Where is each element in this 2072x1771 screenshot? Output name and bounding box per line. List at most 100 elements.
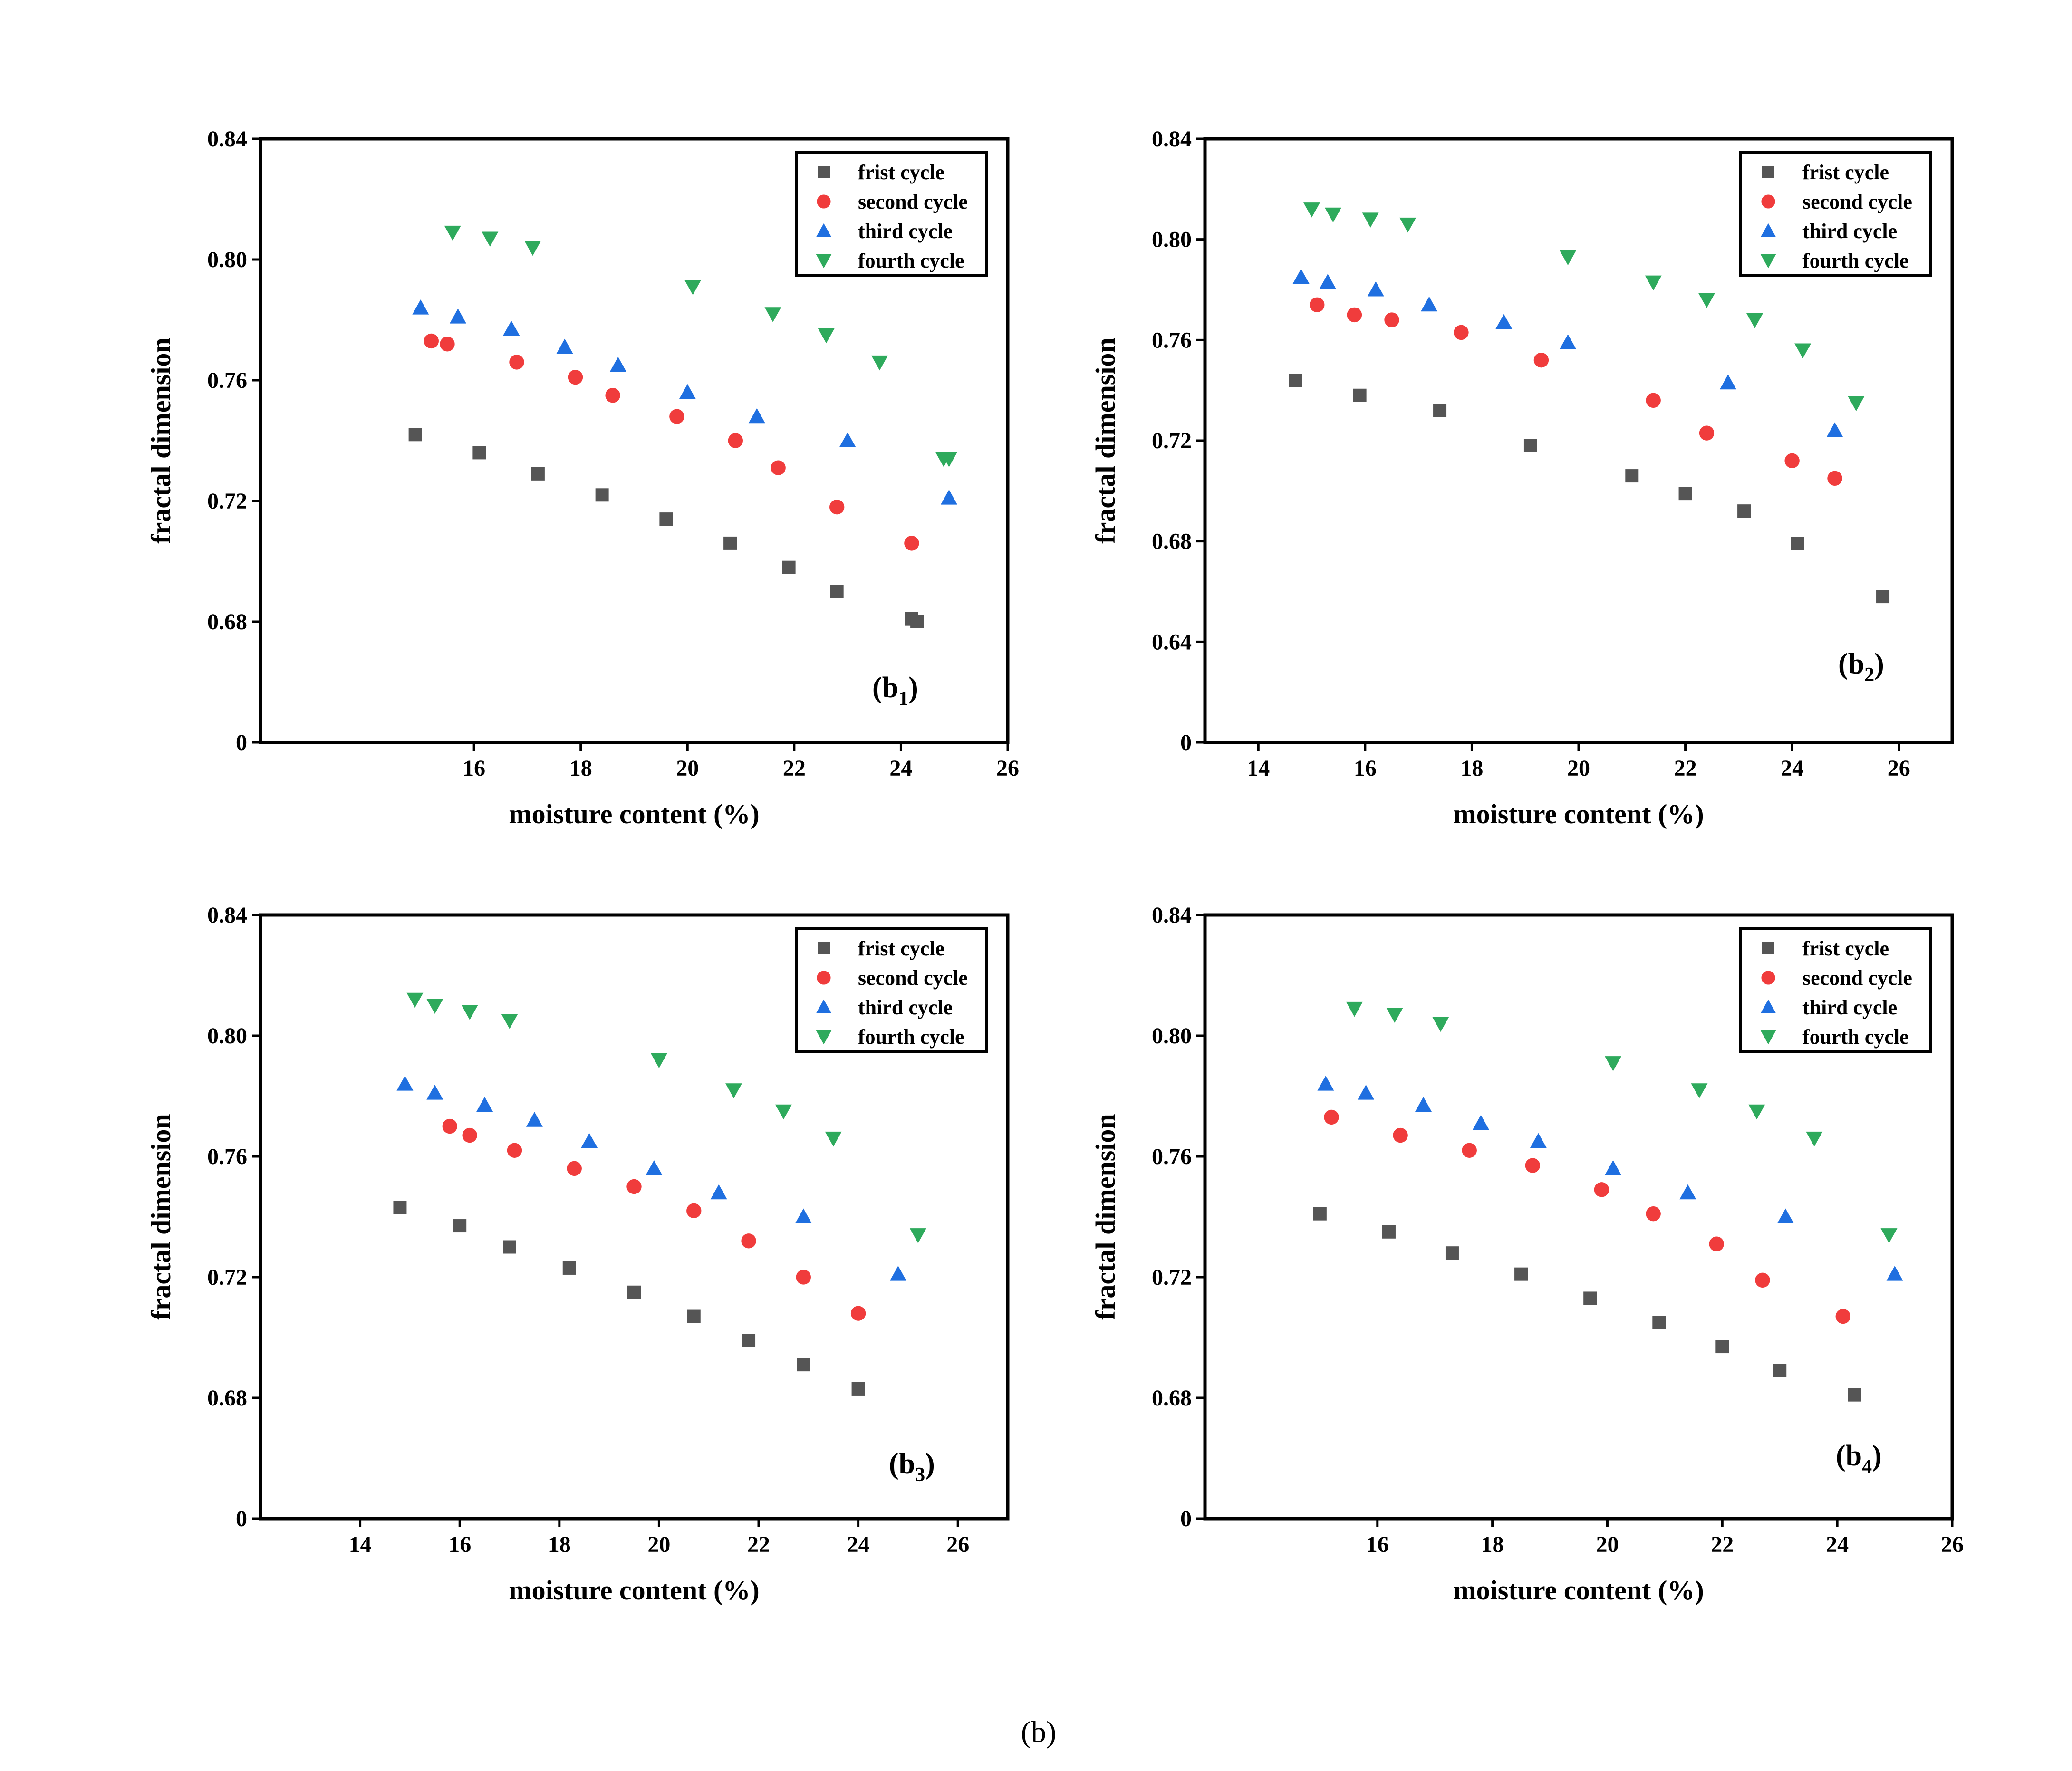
data-point	[1880, 1228, 1898, 1243]
legend-marker	[817, 194, 831, 209]
data-point	[723, 536, 737, 550]
data-point	[1806, 1131, 1823, 1147]
data-point	[1794, 343, 1812, 358]
legend-entry: frist cycle	[858, 937, 944, 960]
data-point	[412, 299, 429, 315]
legend-marker	[816, 1030, 832, 1045]
data-point	[1748, 1104, 1765, 1120]
y-tick-label: 0.72	[207, 489, 247, 514]
legend-entry: third cycle	[858, 220, 953, 243]
data-point	[795, 1208, 812, 1223]
data-point	[725, 1083, 742, 1098]
data-point	[825, 1131, 842, 1147]
data-point	[609, 356, 626, 372]
y-tick-label: 0.68	[207, 609, 247, 635]
x-tick-label: 16	[1354, 756, 1377, 781]
data-point	[1746, 313, 1764, 328]
data-point	[1386, 1008, 1403, 1023]
data-point	[1358, 1085, 1375, 1100]
data-point	[818, 328, 835, 344]
data-point	[449, 308, 466, 324]
y-tick-label: 0	[236, 1506, 247, 1531]
data-point	[1382, 1225, 1396, 1239]
data-point	[710, 1184, 727, 1200]
data-point	[1560, 334, 1577, 349]
data-point	[1319, 274, 1336, 289]
y-tick-label: 0.68	[1152, 529, 1192, 554]
data-point	[526, 1112, 543, 1127]
data-point	[1784, 453, 1800, 469]
data-point	[426, 1085, 443, 1100]
x-tick-label: 26	[1888, 756, 1910, 781]
y-axis-title: fractal dimension	[145, 1114, 176, 1319]
x-tick-label: 24	[1826, 1532, 1849, 1557]
data-point	[562, 1261, 576, 1275]
legend-entry: third cycle	[1802, 996, 1897, 1019]
data-point	[1495, 314, 1513, 329]
panel-b4: 16 18 20 22 24 26 0 0.68 0.72 0.76 0.80 0.84 moistur…	[1090, 903, 1964, 1606]
x-tick-label: 14	[349, 1532, 372, 1557]
data-point	[1594, 1182, 1609, 1197]
y-tick-label: 0.84	[1152, 126, 1192, 152]
data-point	[1691, 1083, 1708, 1098]
data-point	[476, 1097, 493, 1112]
data-point	[503, 320, 520, 336]
figure-caption: (b)	[1021, 1715, 1057, 1749]
data-point	[1737, 504, 1751, 518]
legend-entry: second cycle	[858, 966, 968, 990]
data-point	[1353, 388, 1367, 402]
legend-entry: second cycle	[858, 190, 968, 213]
data-point	[1362, 212, 1379, 228]
plot-frame	[1203, 913, 1954, 1521]
data-point	[524, 241, 541, 256]
data-point	[472, 446, 486, 460]
legend-marker	[818, 166, 830, 178]
x-tick-label: 20	[1567, 756, 1590, 781]
data-point	[1827, 471, 1842, 486]
legend-marker	[818, 942, 830, 954]
data-point	[1715, 1340, 1729, 1354]
data-point	[684, 280, 702, 295]
x-tick-label: 18	[548, 1532, 571, 1557]
data-point	[567, 1161, 582, 1176]
data-point	[748, 408, 765, 424]
data-point	[1445, 1246, 1459, 1260]
data-point	[1462, 1143, 1477, 1158]
data-point	[1755, 1272, 1770, 1288]
data-point	[1678, 487, 1692, 500]
legend-entry: second cycle	[1802, 966, 1912, 990]
legend-marker	[1760, 254, 1776, 269]
data-point	[501, 1014, 518, 1029]
data-point	[568, 369, 583, 385]
legend-entry: frist cycle	[858, 161, 944, 184]
data-point	[1289, 374, 1302, 387]
data-point	[1646, 1206, 1661, 1222]
data-point	[1835, 1309, 1850, 1324]
data-point	[1324, 1109, 1339, 1125]
data-point	[1652, 1316, 1666, 1329]
legend-entry: third cycle	[1802, 220, 1897, 243]
data-point	[393, 1201, 407, 1214]
data-point	[1583, 1291, 1597, 1305]
data-point	[1399, 217, 1417, 233]
panel-label: (b1)	[872, 672, 918, 710]
y-tick-label: 0	[1180, 1506, 1192, 1531]
data-point	[595, 488, 609, 502]
data-point	[1848, 396, 1865, 412]
y-tick-label: 0.72	[1152, 1265, 1192, 1290]
data-point	[507, 1143, 522, 1158]
y-tick-label: 0	[1180, 730, 1192, 755]
y-tick-label: 0.84	[207, 126, 247, 152]
data-point	[1679, 1184, 1696, 1200]
legend-marker	[817, 971, 831, 985]
data-point	[1384, 312, 1399, 327]
data-point	[679, 384, 696, 399]
x-tick-label: 16	[463, 756, 485, 781]
data-point	[482, 231, 499, 247]
y-axis-title: fractal dimension	[1090, 1114, 1121, 1319]
data-point	[1777, 1208, 1794, 1223]
legend-marker	[1762, 166, 1774, 178]
legend-box	[795, 151, 988, 277]
data-point	[1346, 1001, 1363, 1017]
